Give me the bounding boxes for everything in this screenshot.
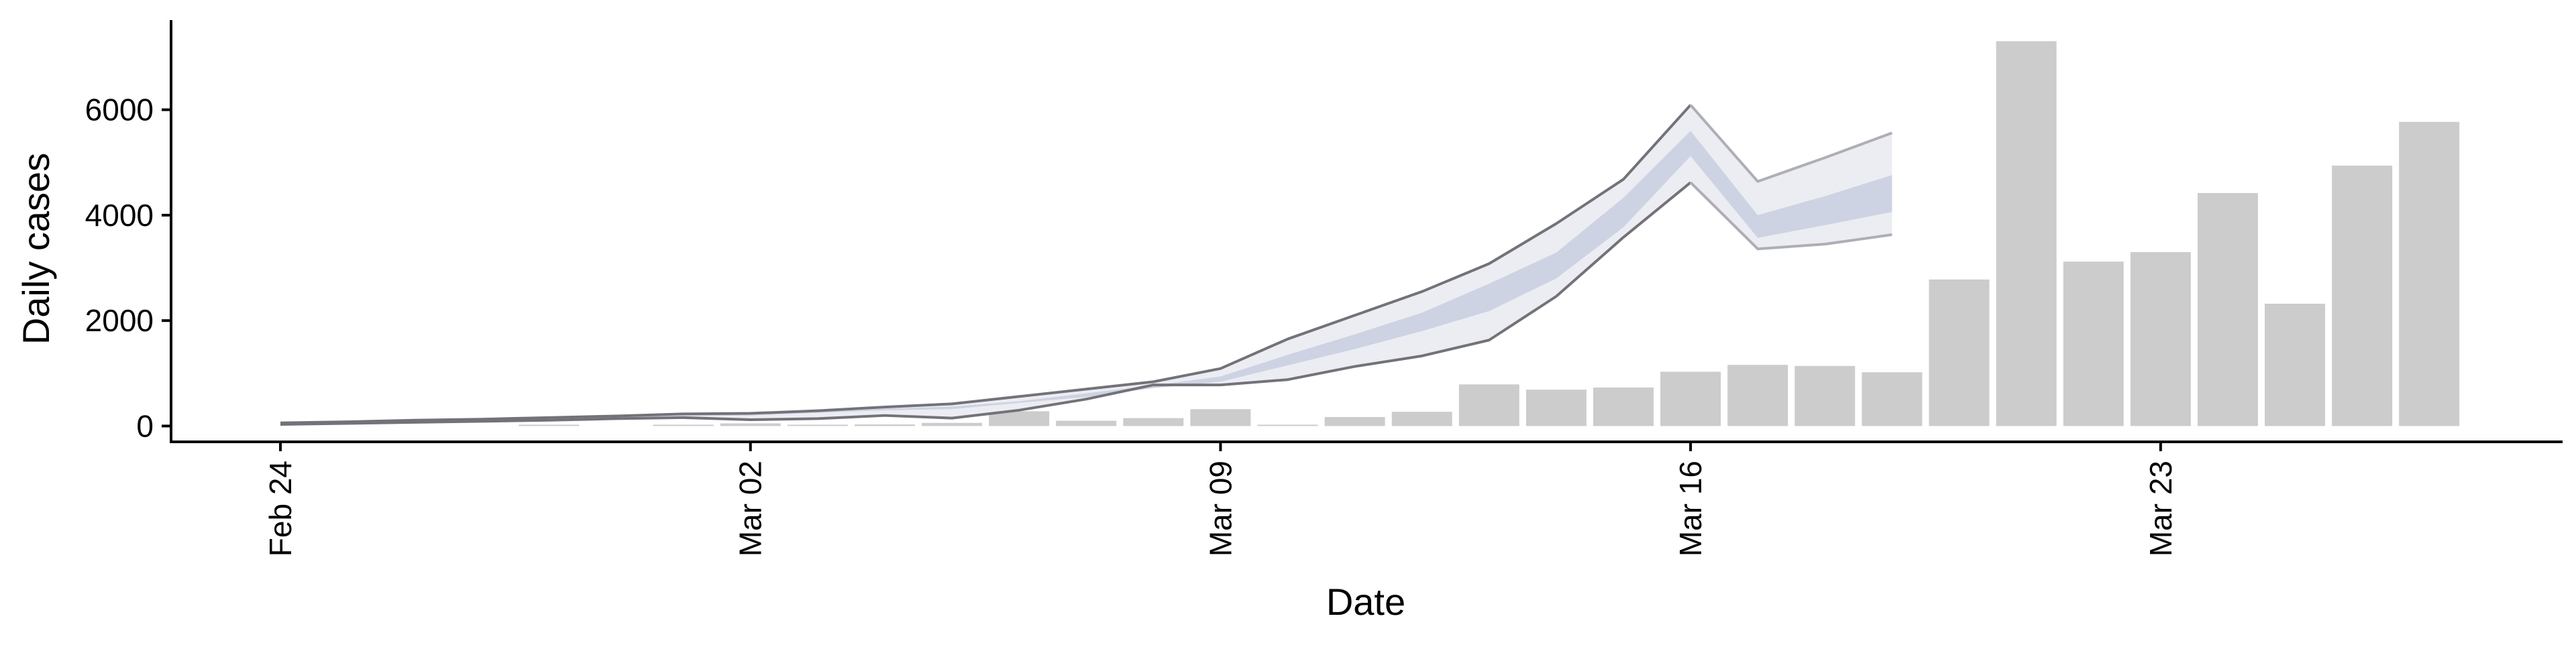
bar-mar-22 (2063, 261, 2124, 426)
y-tick-label: 0 (136, 408, 154, 443)
forecast-bands (280, 104, 1893, 426)
bar-mar-09 (1190, 409, 1251, 426)
x-tick-label: Mar 02 (733, 461, 768, 556)
x-tick-label: Mar 23 (2143, 461, 2178, 556)
bar-mar-13 (1458, 384, 1519, 426)
bar-mar-15 (1593, 388, 1654, 426)
bar-mar-21 (1996, 41, 2057, 426)
axes (170, 20, 2563, 443)
bar-mar-25 (2265, 304, 2325, 426)
forecast-lower-line (280, 181, 1692, 426)
bar-mar-04 (854, 424, 915, 426)
forecast-lower-line-projection (1689, 181, 1892, 251)
bar-mar-17 (1727, 365, 1788, 426)
x-tick-label: Mar 09 (1203, 461, 1238, 556)
bar-mar-06 (989, 411, 1050, 426)
bar-mar-01 (653, 424, 714, 426)
bar-mar-08 (1123, 418, 1184, 426)
y-ticks: 0 2000 4000 6000 (85, 93, 171, 443)
bar-mar-11 (1324, 417, 1385, 426)
bar-mar-05 (922, 422, 982, 426)
bar-mar-10 (1257, 424, 1318, 426)
forecast-upper-line (280, 104, 1692, 424)
bar-mar-03 (787, 424, 848, 426)
forecast-upper-line-projection (1689, 104, 1893, 183)
bar-mar-14 (1525, 390, 1587, 426)
x-ticks: Feb 24 Mar 02 Mar 09 Mar 16 Mar 23 (263, 442, 2178, 556)
bar-mar-20 (1929, 279, 1990, 426)
y-axis-title: Daily cases (15, 153, 57, 345)
forecast-inner-band (280, 131, 1892, 424)
y-tick-label: 4000 (85, 198, 154, 233)
bar-mar-07 (1056, 420, 1117, 426)
bar-mar-19 (1862, 372, 1923, 426)
bar-mar-12 (1391, 412, 1452, 426)
y-tick-label: 2000 (85, 303, 154, 338)
bar-mar-16 (1660, 371, 1721, 426)
bar-mar-26 (2332, 166, 2393, 426)
y-tick-label: 6000 (85, 93, 154, 127)
x-tick-label: Feb 24 (263, 461, 298, 556)
bar-series (519, 41, 2460, 426)
bar-mar-18 (1794, 365, 1856, 426)
x-axis-title: Date (1326, 581, 1405, 623)
bar-mar-24 (2197, 192, 2258, 426)
bar-mar-02 (720, 423, 781, 426)
x-tick-label: Mar 16 (1673, 461, 1708, 556)
bar-mar-27 (2399, 121, 2460, 426)
bar-mar-23 (2130, 251, 2191, 426)
forecast-outer-band (280, 105, 1892, 425)
bar-feb-28 (519, 424, 580, 426)
